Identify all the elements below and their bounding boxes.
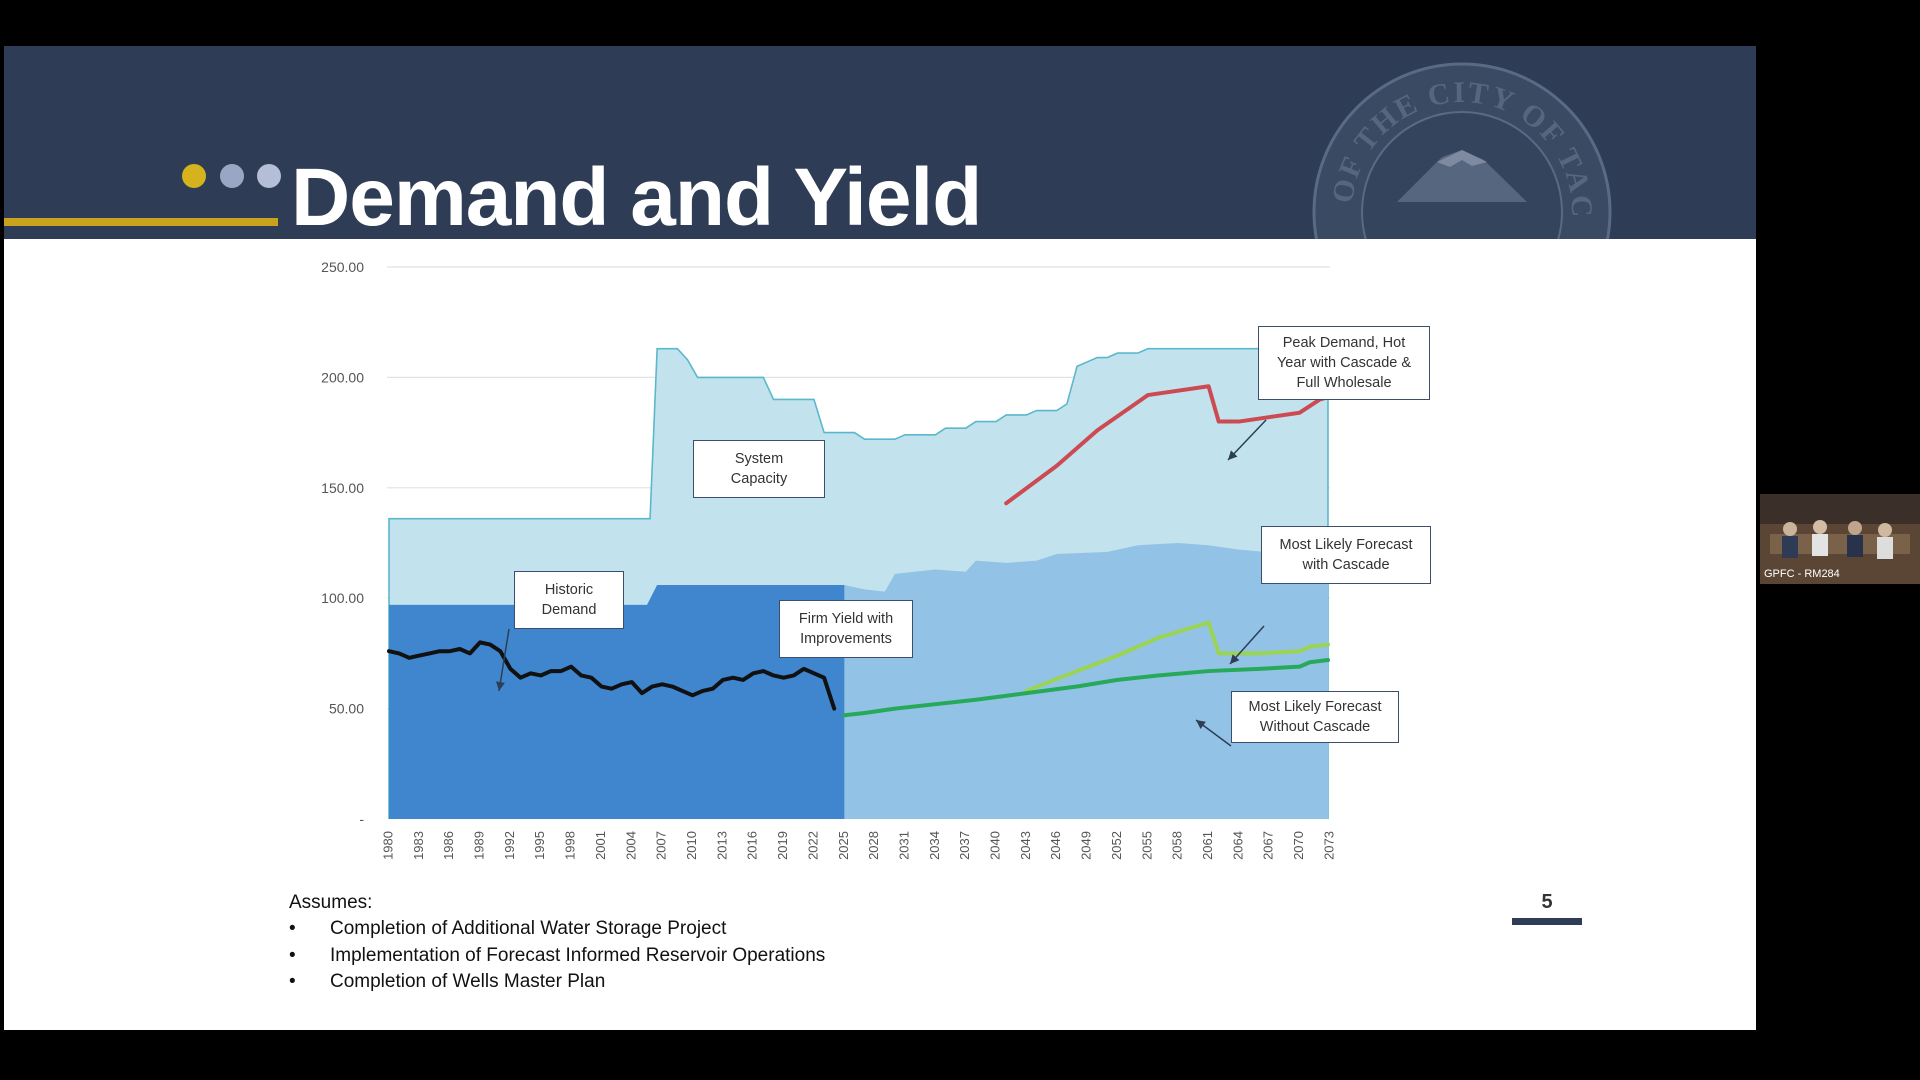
video-label: GPFC - RM284 xyxy=(1764,568,1840,580)
y-tick-label: 100.00 xyxy=(321,590,364,606)
y-tick-label: 150.00 xyxy=(321,480,364,496)
x-tick-label: 2001 xyxy=(593,831,608,860)
x-tick-label: 2052 xyxy=(1109,831,1124,860)
gold-dot xyxy=(182,164,206,188)
assumption-text: Completion of Additional Water Storage P… xyxy=(330,918,727,939)
annotation-system-capacity-text: System Capacity xyxy=(730,451,788,487)
title-underline xyxy=(4,218,278,226)
assumptions-block: Assumes: • Completion of Additional Water… xyxy=(289,892,825,996)
x-tick-label: 2031 xyxy=(896,831,911,860)
series-peak-demand-hot-year-with-cascade-full-wholesale-line xyxy=(1004,384,1330,506)
assumption-item: • Implementation of Forecast Informed Res… xyxy=(289,944,826,966)
x-axis: 1980 1983 1986 1989 1992 1995 1998 2001 2004 2007… xyxy=(380,831,1336,860)
series-most-likely-forecast-with-cascade-line xyxy=(1024,620,1330,693)
annotation-firm-yield-text: Firm Yield with Improvements xyxy=(798,611,894,647)
y-axis: - 50.00 100.00 150.00 200.00 250.00 xyxy=(321,259,364,827)
annotation-system-capacity: System Capacity xyxy=(693,440,825,498)
x-tick-label: 2043 xyxy=(1018,831,1033,860)
y-tick-label: - xyxy=(359,811,364,827)
annotation-arrowhead-peak-demand xyxy=(1228,450,1238,460)
x-tick-label: 2004 xyxy=(623,831,638,860)
annotation-arrowhead-forecast-without xyxy=(1196,720,1206,729)
video-thumbnail[interactable]: GPFC - RM284 xyxy=(1760,494,1920,584)
x-tick-label: 2019 xyxy=(775,831,790,860)
annotation-firm-yield: Firm Yield with Improvements xyxy=(779,600,913,658)
city-seal-logo: SEAL OF THE CITY OF TACOMA xyxy=(1312,62,1612,239)
slide: Demand and Yield SEAL OF THE CITY OF TAC… xyxy=(4,46,1756,1030)
x-tick-label: 1998 xyxy=(563,831,578,860)
x-tick-label: 2046 xyxy=(1048,831,1063,860)
assumption-item: • Completion of Wells Master Plan xyxy=(289,971,606,992)
annotation-forecast-without-cascade: Most Likely Forecast Without Cascade xyxy=(1231,691,1399,743)
x-tick-label: 2064 xyxy=(1230,831,1245,860)
light-dot xyxy=(257,164,281,188)
x-tick-label: 2037 xyxy=(957,831,972,860)
annotation-historic-demand-text: Historic Demand xyxy=(541,582,597,618)
y-tick-label: 250.00 xyxy=(321,259,364,275)
gray-dot xyxy=(220,164,244,188)
series-historic-firm-yield-area xyxy=(389,584,845,819)
line-layer xyxy=(387,384,1330,718)
annotation-forecast-without-cascade-text: Most Likely Forecast Without Cascade xyxy=(1248,699,1382,735)
page-number: 5 xyxy=(1541,891,1553,913)
annotation-forecast-with-cascade-text: Most Likely Forecast with Cascade xyxy=(1279,537,1413,573)
arrow-layer xyxy=(495,419,1267,747)
x-tick-label: 2040 xyxy=(988,831,1003,860)
slide-title: Demand and Yield xyxy=(291,152,982,239)
x-tick-label: 1986 xyxy=(441,831,456,860)
assumes-heading: Assumes: xyxy=(289,892,373,913)
assumption-text: Completion of Wells Master Plan xyxy=(330,971,606,992)
x-tick-label: 2022 xyxy=(805,831,820,860)
x-tick-label: 2049 xyxy=(1079,831,1094,860)
series-system-capacity-edge xyxy=(388,347,1329,819)
y-tick-label: 50.00 xyxy=(329,701,364,717)
x-tick-label: 2034 xyxy=(927,831,942,860)
x-tick-label: 2007 xyxy=(654,831,669,860)
x-tick-label: 2058 xyxy=(1170,831,1185,860)
x-tick-label: 2010 xyxy=(684,831,699,860)
x-tick-label: 2028 xyxy=(866,831,881,860)
x-tick-label: 1980 xyxy=(380,831,395,860)
x-tick-label: 2016 xyxy=(745,831,760,860)
annotation-peak-demand-text: Peak Demand, Hot Year with Cascade & Full … xyxy=(1276,335,1412,391)
x-tick-label: 2061 xyxy=(1200,831,1215,860)
x-tick-label: 2073 xyxy=(1321,831,1336,860)
annotation-forecast-with-cascade: Most Likely Forecast with Cascade xyxy=(1261,526,1431,584)
x-tick-label: 1989 xyxy=(472,831,487,860)
annotation-historic-demand: Historic Demand xyxy=(514,571,624,629)
series-most-likely-forecast-without-cascade-line xyxy=(842,658,1330,718)
assumption-item: • Completion of Additional Water Storage … xyxy=(289,918,727,939)
x-tick-label: 1995 xyxy=(532,831,547,860)
x-tick-label: 1992 xyxy=(502,831,517,860)
x-tick-label: 2070 xyxy=(1291,831,1306,860)
x-tick-label: 2025 xyxy=(836,831,851,860)
annotation-arrow-historic-demand xyxy=(498,628,510,692)
annotation-peak-demand: Peak Demand, Hot Year with Cascade & Full … xyxy=(1258,326,1430,400)
annotation-arrowhead-forecast-with xyxy=(1230,654,1240,664)
slide-header: Demand and Yield SEAL OF THE CITY OF TAC… xyxy=(4,46,1756,239)
annotation-arrowhead-historic-demand xyxy=(495,681,505,691)
x-tick-label: 2055 xyxy=(1139,831,1154,860)
page-number-underline xyxy=(1512,918,1582,925)
assumption-text: Implementation of Forecast Informed Rese… xyxy=(330,944,826,966)
x-tick-label: 1983 xyxy=(411,831,426,860)
video-feed-image xyxy=(1760,494,1920,584)
y-tick-label: 200.00 xyxy=(321,369,364,385)
x-tick-label: 2013 xyxy=(714,831,729,860)
x-tick-label: 2067 xyxy=(1261,831,1276,860)
series-historic-demand-line xyxy=(387,640,837,711)
annotation-arrow-peak-demand xyxy=(1227,419,1267,461)
